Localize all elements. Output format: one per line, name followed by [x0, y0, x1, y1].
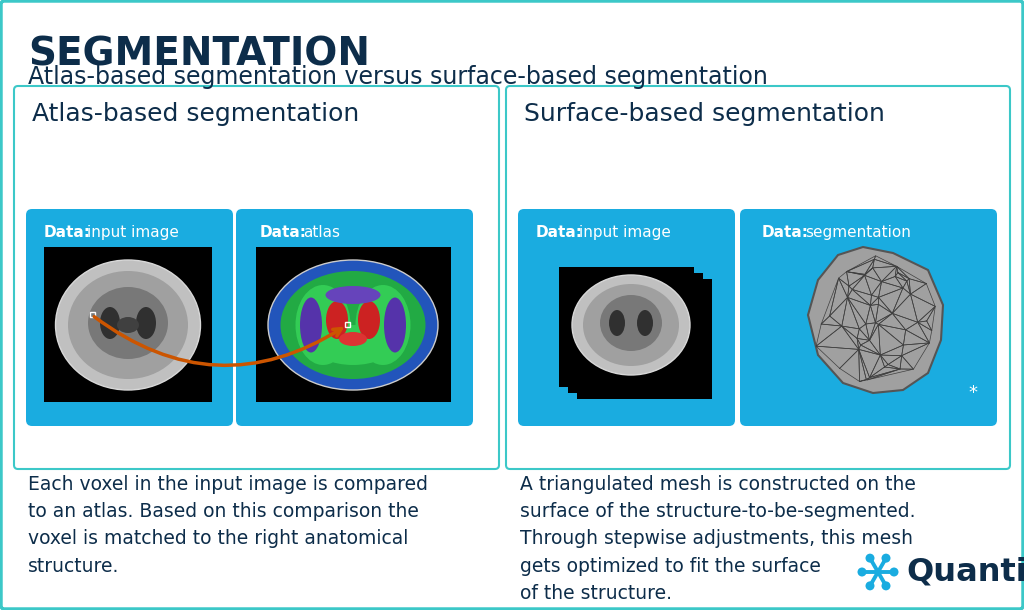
Text: Surface-based segmentation: Surface-based segmentation: [524, 102, 885, 126]
Circle shape: [857, 567, 866, 576]
Text: input image: input image: [87, 225, 179, 240]
Ellipse shape: [313, 325, 393, 365]
Ellipse shape: [355, 285, 411, 365]
Ellipse shape: [572, 275, 690, 375]
Circle shape: [882, 554, 891, 562]
Ellipse shape: [358, 301, 380, 339]
Ellipse shape: [339, 332, 367, 346]
Ellipse shape: [326, 301, 348, 339]
Ellipse shape: [268, 260, 438, 390]
FancyBboxPatch shape: [44, 247, 212, 402]
Text: Atlas-based segmentation versus surface-based segmentation: Atlas-based segmentation versus surface-…: [28, 65, 768, 89]
Ellipse shape: [600, 295, 662, 351]
FancyBboxPatch shape: [14, 86, 499, 469]
Circle shape: [882, 581, 891, 590]
Ellipse shape: [609, 310, 625, 336]
FancyBboxPatch shape: [236, 209, 473, 426]
Ellipse shape: [296, 285, 350, 365]
FancyBboxPatch shape: [559, 267, 694, 387]
Ellipse shape: [55, 260, 201, 390]
Ellipse shape: [384, 298, 406, 353]
FancyBboxPatch shape: [256, 247, 451, 402]
Text: atlas: atlas: [303, 225, 340, 240]
FancyBboxPatch shape: [506, 86, 1010, 469]
Text: *: *: [968, 384, 977, 402]
Ellipse shape: [637, 310, 653, 336]
Text: Data:: Data:: [44, 225, 91, 240]
Polygon shape: [808, 247, 943, 393]
Text: Data:: Data:: [762, 225, 809, 240]
Bar: [345, 322, 350, 327]
Ellipse shape: [136, 307, 156, 339]
Circle shape: [890, 567, 898, 576]
FancyBboxPatch shape: [518, 209, 735, 426]
Bar: [90, 312, 95, 317]
Text: Quantib: Quantib: [906, 556, 1024, 587]
Text: input image: input image: [579, 225, 671, 240]
Ellipse shape: [88, 287, 168, 359]
Text: Atlas-based segmentation: Atlas-based segmentation: [32, 102, 359, 126]
Text: Each voxel in the input image is compared
to an atlas. Based on this comparison : Each voxel in the input image is compare…: [28, 475, 428, 576]
FancyBboxPatch shape: [568, 273, 703, 393]
FancyBboxPatch shape: [577, 279, 712, 399]
Ellipse shape: [100, 307, 120, 339]
Ellipse shape: [117, 317, 139, 333]
FancyBboxPatch shape: [740, 209, 997, 426]
Text: A triangulated mesh is constructed on the
surface of the structure-to-be-segment: A triangulated mesh is constructed on th…: [520, 475, 915, 603]
Circle shape: [865, 581, 874, 590]
Ellipse shape: [583, 284, 679, 366]
FancyArrowPatch shape: [94, 317, 341, 365]
Text: Data:: Data:: [260, 225, 307, 240]
Ellipse shape: [326, 286, 381, 304]
FancyBboxPatch shape: [26, 209, 233, 426]
Text: SEGMENTATION: SEGMENTATION: [28, 35, 370, 73]
Ellipse shape: [300, 298, 322, 353]
Ellipse shape: [68, 271, 188, 379]
Text: Data:: Data:: [536, 225, 583, 240]
Ellipse shape: [281, 271, 426, 379]
Circle shape: [865, 554, 874, 562]
Text: segmentation: segmentation: [805, 225, 911, 240]
